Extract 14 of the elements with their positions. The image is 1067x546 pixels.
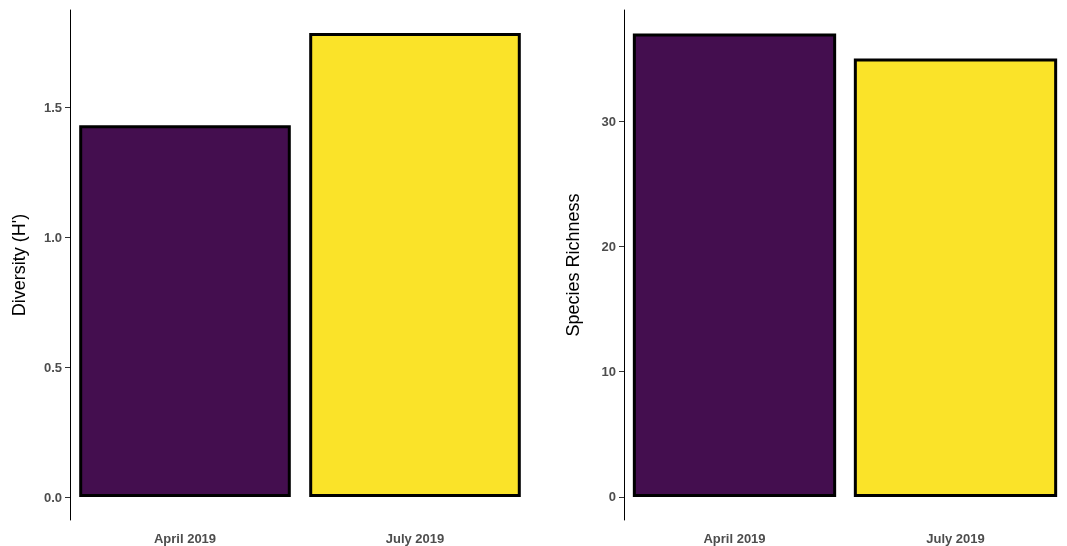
- y-tick-label: 1.5: [43, 99, 62, 115]
- y-axis-title: Diversity (H'): [9, 213, 29, 317]
- x-tick-label: July 2019: [926, 531, 985, 546]
- y-tick-label: 30: [601, 113, 616, 129]
- y-tick-label: 0.0: [43, 489, 62, 505]
- x-tick-label: July 2019: [385, 531, 445, 546]
- y-axis-title: Species Richness: [563, 193, 583, 337]
- y-tick-label: 20: [601, 238, 616, 254]
- y-tick-label: 1.0: [43, 229, 62, 245]
- y-tick-label: 0: [608, 489, 616, 505]
- y-tick-label: 10: [601, 364, 616, 380]
- y-tick-label: 0.5: [43, 359, 62, 375]
- x-tick-label: April 2019: [703, 531, 766, 546]
- x-tick-label: April 2019: [153, 531, 217, 546]
